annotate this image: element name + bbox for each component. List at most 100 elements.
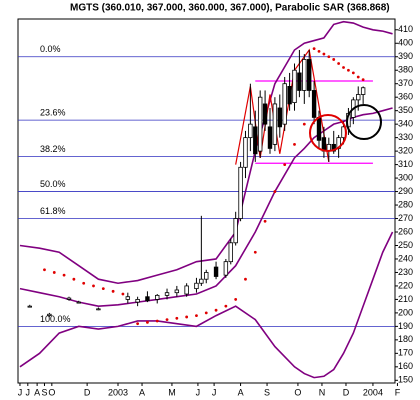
plot-frame xyxy=(17,18,396,384)
sar-dot xyxy=(263,219,267,223)
sar-dot xyxy=(347,68,350,72)
sar-dot xyxy=(302,122,306,126)
y-tick-label: 330 xyxy=(398,132,413,142)
fib-label: 23.6% xyxy=(40,107,66,117)
y-tick-label: 350 xyxy=(398,105,413,115)
candle-body xyxy=(96,308,101,311)
sar-dot xyxy=(283,163,287,167)
sar-dot xyxy=(155,319,159,323)
sar-dot xyxy=(185,315,189,319)
y-tick-label: 290 xyxy=(398,186,413,196)
candle-body xyxy=(194,282,199,290)
sar-dot xyxy=(327,55,331,59)
sar-dot xyxy=(175,316,179,320)
y-tick-label: 370 xyxy=(398,78,413,88)
candle-body xyxy=(243,137,248,168)
candle-body xyxy=(199,278,204,284)
x-tick-label: M xyxy=(168,387,176,397)
candle-body xyxy=(360,87,366,95)
sar-dot xyxy=(224,304,228,308)
candle-body xyxy=(321,137,327,152)
y-tick-label: 280 xyxy=(398,199,413,209)
fib-label: 50.0% xyxy=(40,179,66,189)
sar-dot xyxy=(361,78,365,82)
sar-dot xyxy=(214,308,218,312)
sar-dot xyxy=(204,311,208,315)
candle-body xyxy=(277,107,282,128)
y-tick-label: 160 xyxy=(398,361,413,371)
y-tick-label: 220 xyxy=(398,280,413,290)
y-tick-label: 180 xyxy=(398,334,413,344)
x-tick-label: 2004 xyxy=(363,387,383,397)
candle-body xyxy=(272,103,278,145)
candle-body xyxy=(253,126,258,155)
sar-dot xyxy=(253,250,257,254)
y-tick-label: 260 xyxy=(398,226,413,236)
y-tick-label: 360 xyxy=(398,92,413,102)
y-tick-label: 170 xyxy=(398,348,413,358)
bollinger-lower xyxy=(19,231,394,379)
candle-body xyxy=(297,72,302,91)
candle-body xyxy=(135,299,140,303)
candle-body xyxy=(223,261,229,276)
annotation-circle xyxy=(309,114,347,152)
y-tick-label: 300 xyxy=(398,172,413,182)
candle-body xyxy=(204,272,209,280)
sar-dot xyxy=(234,298,238,301)
x-tick-label: 2003 xyxy=(108,387,128,397)
candle-body xyxy=(47,313,52,316)
candle-body xyxy=(316,117,322,141)
x-tick-label: O xyxy=(48,387,55,397)
sar-dot xyxy=(146,320,149,324)
candle-body xyxy=(292,69,297,103)
y-tick-label: 310 xyxy=(398,159,413,169)
fib-label: 100.0% xyxy=(40,314,71,324)
sar-dot xyxy=(337,62,341,65)
candle-body xyxy=(155,294,160,300)
candle-body xyxy=(228,242,233,263)
candle-body xyxy=(267,126,273,149)
candle-body xyxy=(257,96,263,152)
x-tick-label: A xyxy=(34,387,40,397)
y-tick-label: 400 xyxy=(398,38,413,48)
x-tick-label: J xyxy=(196,387,201,397)
fib-label: 61.8% xyxy=(40,206,66,216)
chart-title: MGTS (360.010, 367.000, 360.000, 367.000… xyxy=(70,3,390,14)
x-tick-label: F xyxy=(395,387,401,397)
x-tick-label: S xyxy=(264,387,270,397)
sar-dot xyxy=(136,322,140,326)
y-tick-label: 340 xyxy=(398,119,413,129)
x-tick-label: N xyxy=(319,387,326,397)
candle-body xyxy=(213,266,219,277)
y-tick-label: 320 xyxy=(398,145,413,155)
x-tick-label: D xyxy=(84,387,91,397)
sar-dot xyxy=(293,142,296,146)
candle-body xyxy=(27,305,32,308)
sar-dot xyxy=(332,58,336,61)
y-tick-label: 270 xyxy=(398,213,413,223)
candle-body xyxy=(76,301,81,304)
sar-dot xyxy=(312,47,316,51)
sar-dot xyxy=(273,190,277,193)
sar-dot xyxy=(322,52,326,56)
fib-label: 0.0% xyxy=(40,44,61,54)
sar-dot xyxy=(244,277,247,281)
x-tick-label: D xyxy=(343,387,350,397)
x-tick-label: J xyxy=(212,387,217,397)
candle-body xyxy=(233,218,238,244)
candle-body xyxy=(248,123,253,139)
x-tick-label: O xyxy=(294,387,301,397)
y-tick-label: 380 xyxy=(398,65,413,75)
sar-dot xyxy=(72,277,76,281)
candle-body xyxy=(238,166,243,219)
sar-dot xyxy=(356,75,360,79)
y-tick-label: 390 xyxy=(398,51,413,61)
sar-dot xyxy=(111,289,115,293)
fib-label: 38.2% xyxy=(40,144,66,154)
x-tick-label: J xyxy=(26,387,31,397)
y-tick-label: 200 xyxy=(398,307,413,317)
candle-body xyxy=(145,296,150,302)
candle-body xyxy=(262,103,268,125)
candle-body xyxy=(125,296,131,300)
y-tick-label: 250 xyxy=(398,240,413,250)
